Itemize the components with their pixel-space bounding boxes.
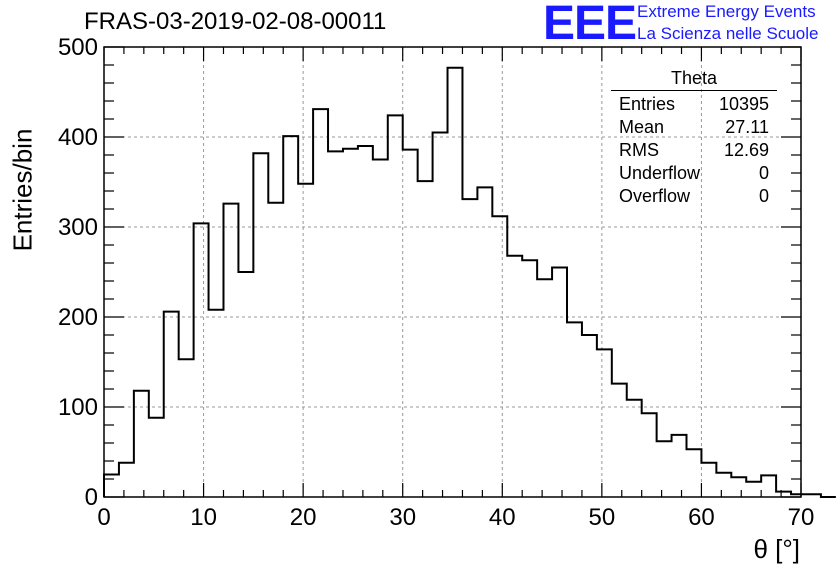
histogram-bin xyxy=(179,359,194,497)
histogram-bin xyxy=(686,449,701,497)
histogram-bin xyxy=(119,463,134,497)
y-tick-label: 0 xyxy=(85,484,98,511)
stats-row-underflow: Underflow 0 xyxy=(611,162,777,185)
histogram-bin xyxy=(761,475,776,497)
histogram-outline xyxy=(103,66,836,498)
histogram-bin xyxy=(537,279,552,497)
stats-label: Entries xyxy=(619,94,676,114)
histogram-bin xyxy=(149,418,164,497)
histogram-bin xyxy=(492,216,507,497)
tick-labels: 0 10 20 30 40 50 60 70 0 100 200 300 400 500 xyxy=(58,34,814,531)
histogram-bin xyxy=(597,349,612,497)
histogram-bin xyxy=(253,153,268,497)
x-tick-label: 10 xyxy=(190,504,217,531)
stats-label: Underflow xyxy=(619,163,701,183)
stats-value: 27.11 xyxy=(725,117,769,137)
x-tick-label: 20 xyxy=(290,504,317,531)
eee-logo: EEE xyxy=(543,0,637,50)
histogram-bin xyxy=(343,149,358,497)
stats-label: RMS xyxy=(619,140,659,160)
histogram-bin xyxy=(358,146,373,497)
stats-box: Theta Entries 10395 Mean 27.11 RMS 12.69… xyxy=(611,68,777,208)
histogram-bin xyxy=(716,473,731,497)
histogram-bin xyxy=(657,441,672,497)
histogram-bin xyxy=(582,335,597,497)
x-tick-label: 30 xyxy=(389,504,416,531)
histogram-bin xyxy=(403,150,418,497)
stats-title: Theta xyxy=(611,68,777,91)
x-tick-label: 50 xyxy=(589,504,616,531)
histogram-bin xyxy=(104,475,119,498)
chart-title: FRAS-03-2019-02-08-00011 xyxy=(84,8,387,35)
histogram-bin xyxy=(507,256,522,497)
stats-value: 0 xyxy=(758,186,769,206)
stats-row-mean: Mean 27.11 xyxy=(611,116,777,139)
histogram-bin xyxy=(388,115,403,497)
x-axis-label: θ [°] xyxy=(753,534,800,564)
stats-row-rms: RMS 12.69 xyxy=(611,139,777,162)
histogram-bin xyxy=(238,272,253,497)
histogram-bin xyxy=(567,322,582,497)
histogram-bin xyxy=(194,223,209,497)
x-tick-label: 0 xyxy=(97,504,110,531)
histogram-bin xyxy=(313,109,328,497)
axis-ticks xyxy=(103,46,802,498)
x-tick-label: 60 xyxy=(688,504,715,531)
y-tick-label: 100 xyxy=(58,394,98,421)
histogram-bin xyxy=(552,268,567,498)
histogram-bin xyxy=(268,203,283,497)
y-axis-label: Entries/bin xyxy=(7,128,38,252)
y-tick-label: 400 xyxy=(58,124,98,151)
histogram-bin xyxy=(164,312,179,497)
histogram-bin xyxy=(433,133,448,498)
histogram-bin xyxy=(612,384,627,497)
stats-row-entries: Entries 10395 xyxy=(611,93,777,116)
y-tick-label: 300 xyxy=(58,214,98,241)
stats-value: 10395 xyxy=(718,94,769,114)
x-tick-label: 40 xyxy=(489,504,516,531)
y-axis-label-box: Entries/bin xyxy=(6,110,40,270)
stats-label: Overflow xyxy=(619,186,691,206)
histogram-bin xyxy=(298,184,313,497)
histogram-bin xyxy=(477,187,492,497)
histogram-bin xyxy=(418,181,433,497)
histogram-bin xyxy=(328,151,343,497)
histogram-bin xyxy=(209,310,224,497)
histogram-bin xyxy=(373,160,388,498)
plot-frame xyxy=(103,46,802,498)
logo-line-1: Extreme Energy Events xyxy=(637,2,816,21)
histogram-bin xyxy=(642,413,657,497)
stats-row-overflow: Overflow 0 xyxy=(611,185,777,208)
histogram-bin xyxy=(627,400,642,497)
stats-label: Mean xyxy=(619,117,665,137)
y-tick-label: 500 xyxy=(58,34,98,61)
axes-box xyxy=(103,46,802,498)
stats-value: 0 xyxy=(758,163,769,183)
histogram-bin xyxy=(701,463,716,497)
stats-value: 12.69 xyxy=(723,140,769,160)
histogram-bin xyxy=(448,68,463,497)
y-tick-label: 200 xyxy=(58,304,98,331)
histogram-bin xyxy=(672,435,687,497)
logo-line-2: La Scienza nelle Scuole xyxy=(637,24,819,43)
histogram-bin xyxy=(746,482,761,497)
x-tick-label: 70 xyxy=(788,504,815,531)
histogram-bin xyxy=(462,199,477,497)
histogram-bin xyxy=(223,204,238,497)
histogram-bin xyxy=(522,260,537,497)
histogram-bin xyxy=(731,477,746,497)
